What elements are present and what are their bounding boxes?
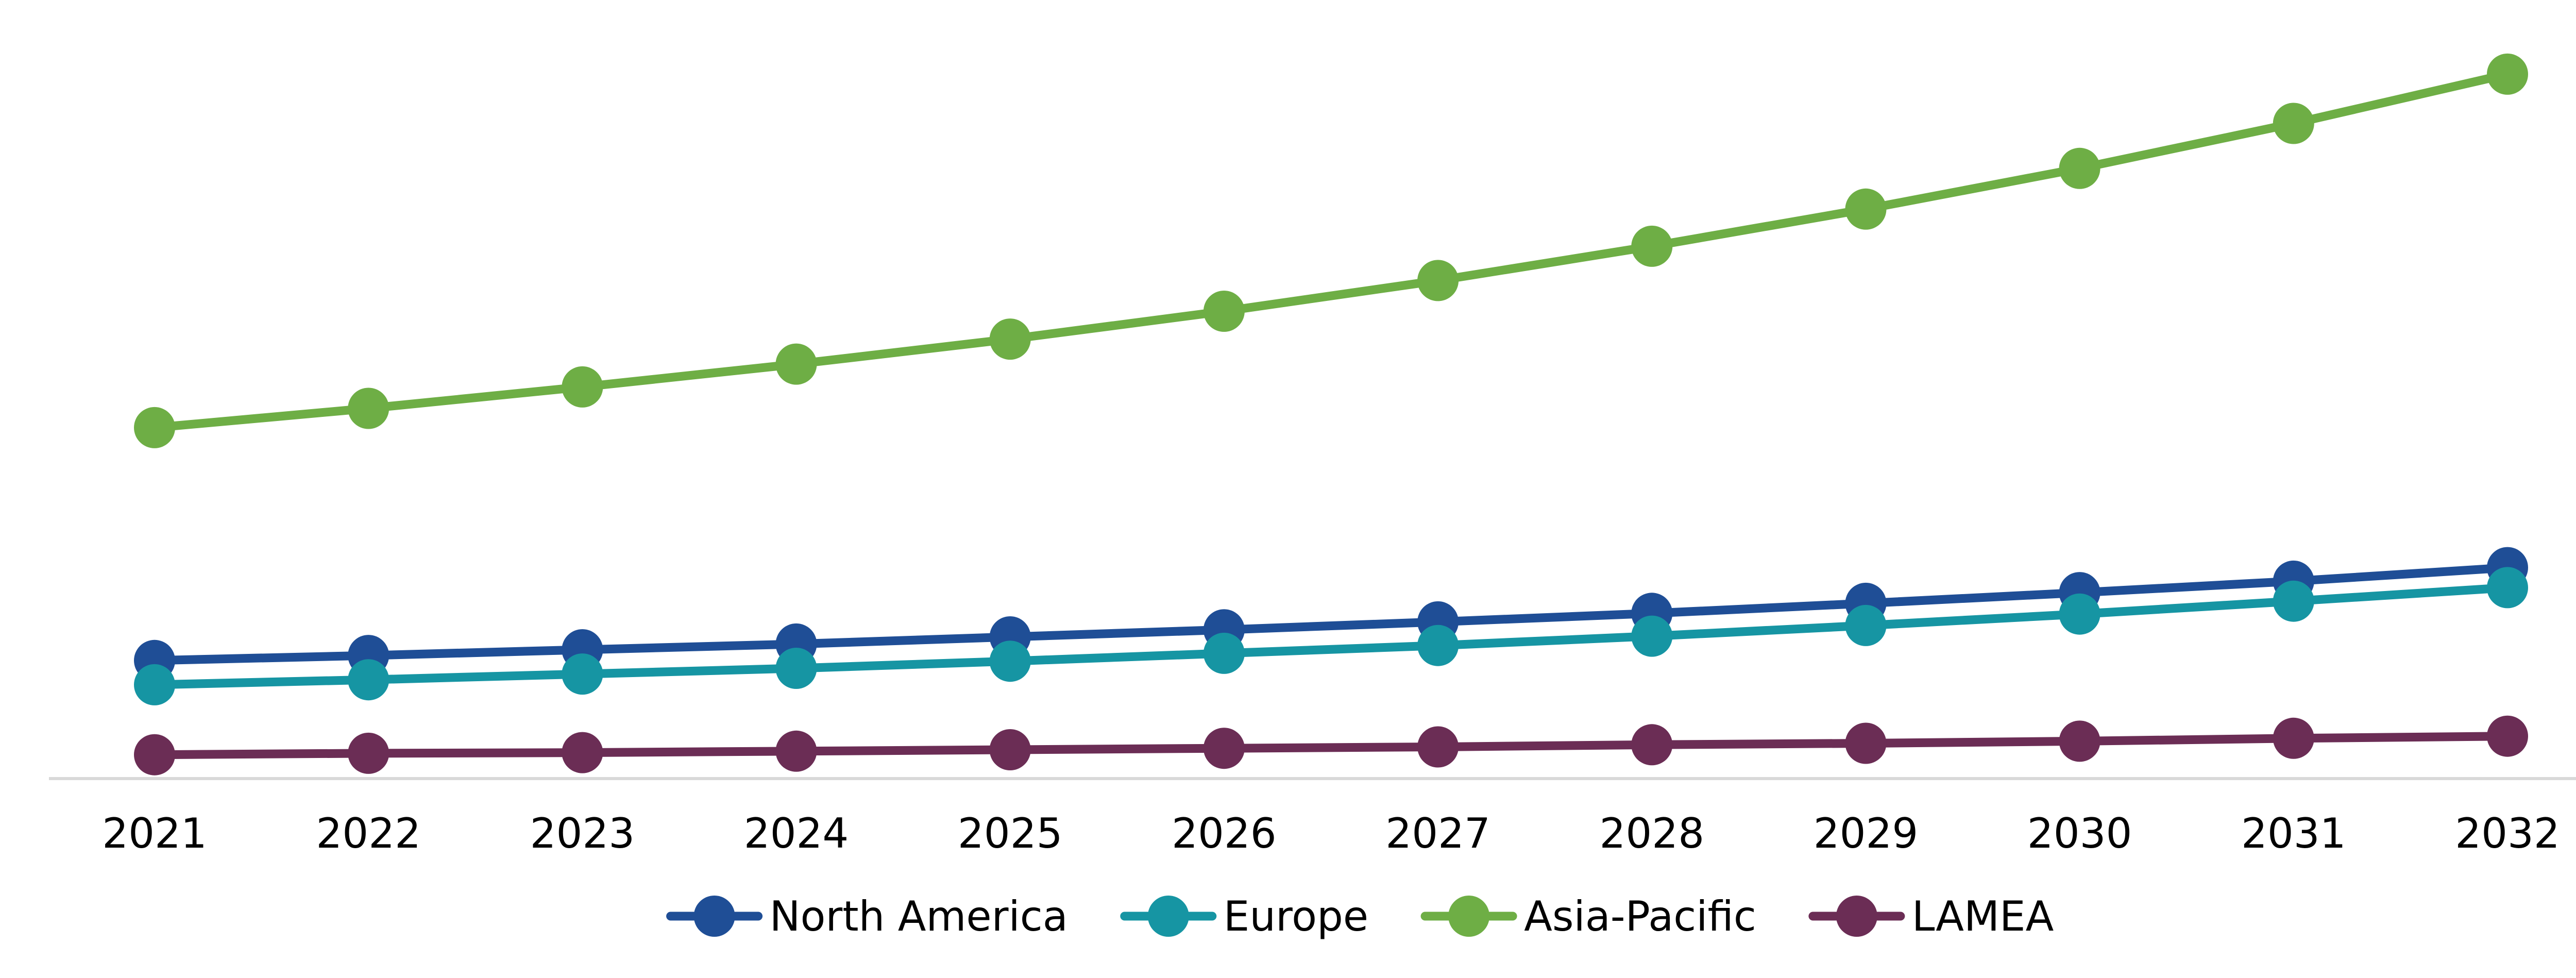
legend-item-lamea: LAMEA xyxy=(1808,892,2054,940)
data-point-lamea-2026 xyxy=(1203,728,1245,769)
series-lamea xyxy=(134,715,2528,775)
legend-marker xyxy=(1836,896,1877,937)
legend-marker xyxy=(1147,896,1189,937)
x-tick-label: 2032 xyxy=(2455,810,2560,857)
series-line-lamea xyxy=(150,732,2512,760)
series-line-asia-pacific xyxy=(150,70,2512,432)
x-tick-label: 2029 xyxy=(1814,810,1919,857)
legend-item-europe: Europe xyxy=(1120,892,1368,940)
x-tick-label: 2024 xyxy=(744,810,849,857)
data-point-lamea-2027 xyxy=(1417,726,1459,768)
data-point-europe-2021 xyxy=(134,664,175,705)
legend-marker xyxy=(1448,896,1490,937)
legend: North America Europe Asia-Pacific LAMEA xyxy=(666,892,2054,940)
data-point-asia-pacific-2023 xyxy=(562,366,603,408)
data-point-europe-2029 xyxy=(1845,604,1887,646)
data-point-lamea-2021 xyxy=(134,734,175,775)
data-point-lamea-2022 xyxy=(348,732,389,774)
data-point-asia-pacific-2031 xyxy=(2273,103,2314,144)
data-point-asia-pacific-2028 xyxy=(1631,225,1673,267)
data-point-lamea-2032 xyxy=(2487,715,2528,757)
data-point-lamea-2023 xyxy=(562,732,603,773)
x-tick-label: 2031 xyxy=(2241,810,2346,857)
series-line-europe xyxy=(150,583,2512,689)
x-tick-label: 2026 xyxy=(1172,810,1277,857)
x-tick-label: 2025 xyxy=(958,810,1063,857)
series-europe xyxy=(134,567,2528,705)
data-point-europe-2030 xyxy=(2059,593,2100,635)
data-point-asia-pacific-2025 xyxy=(989,318,1031,360)
data-point-asia-pacific-2026 xyxy=(1203,291,1245,332)
x-tick-label: 2023 xyxy=(530,810,635,857)
data-point-europe-2032 xyxy=(2487,567,2528,609)
data-point-europe-2028 xyxy=(1631,615,1673,657)
x-axis-tick-labels: 2021 2022 2023 2024 2025 2026 2027 2028 2029 2030… xyxy=(102,810,2560,857)
data-point-lamea-2031 xyxy=(2273,717,2314,759)
legend-item-north-america: North America xyxy=(666,892,1068,940)
data-point-europe-2024 xyxy=(775,648,817,689)
x-tick-label: 2030 xyxy=(2027,810,2132,857)
series-north-america xyxy=(134,547,2528,681)
legend-label: Europe xyxy=(1224,892,1368,940)
data-point-asia-pacific-2027 xyxy=(1417,260,1459,301)
x-tick-label: 2027 xyxy=(1385,810,1490,857)
series-line-north-america xyxy=(150,563,2512,665)
legend-label: Asia-Pacific xyxy=(1524,892,1756,940)
legend-marker xyxy=(693,896,735,937)
data-point-europe-2027 xyxy=(1417,625,1459,666)
data-point-europe-2031 xyxy=(2273,580,2314,622)
data-point-asia-pacific-2021 xyxy=(134,407,175,448)
series-layer xyxy=(134,53,2528,775)
data-point-europe-2022 xyxy=(348,659,389,701)
legend-label: North America xyxy=(770,892,1068,940)
x-tick-label: 2022 xyxy=(316,810,421,857)
data-point-asia-pacific-2029 xyxy=(1845,188,1887,230)
data-point-europe-2025 xyxy=(989,640,1031,682)
data-point-asia-pacific-2032 xyxy=(2487,53,2528,95)
legend-label: LAMEA xyxy=(1912,892,2054,940)
data-point-lamea-2024 xyxy=(775,730,817,772)
data-point-asia-pacific-2022 xyxy=(348,387,389,429)
data-point-lamea-2030 xyxy=(2059,720,2100,762)
legend-item-asia-pacific: Asia-Pacific xyxy=(1420,892,1756,940)
x-tick-label: 2028 xyxy=(1600,810,1705,857)
data-point-asia-pacific-2030 xyxy=(2059,147,2100,189)
data-point-europe-2023 xyxy=(562,653,603,695)
data-point-europe-2026 xyxy=(1203,632,1245,674)
data-point-asia-pacific-2024 xyxy=(775,343,817,385)
data-point-lamea-2025 xyxy=(989,729,1031,770)
series-asia-pacific xyxy=(134,53,2528,448)
data-point-lamea-2029 xyxy=(1845,722,1887,764)
x-tick-label: 2021 xyxy=(102,810,207,857)
data-point-lamea-2028 xyxy=(1631,724,1673,766)
